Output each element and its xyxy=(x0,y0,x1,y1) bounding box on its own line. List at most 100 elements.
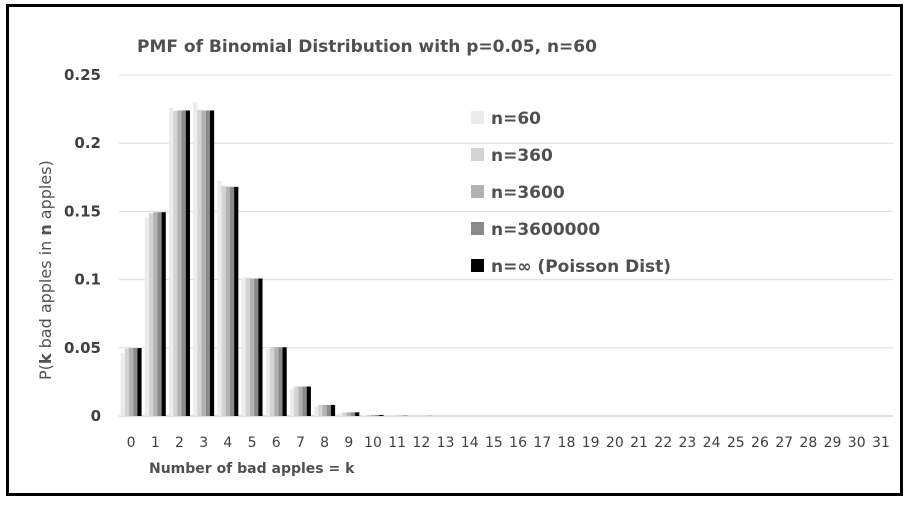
bar xyxy=(362,415,367,416)
bar xyxy=(217,180,222,416)
bar xyxy=(209,110,215,417)
y-tick-label: 0.15 xyxy=(64,202,101,220)
x-tick-label: 2 xyxy=(175,435,184,451)
bar xyxy=(144,217,149,416)
bar xyxy=(181,110,186,417)
bar xyxy=(193,102,198,417)
x-tick-label: 0 xyxy=(127,435,136,451)
y-tick-label: 0.1 xyxy=(74,271,101,289)
bar xyxy=(133,348,138,416)
bar xyxy=(326,404,331,416)
x-axis-label: Number of bad apples = k xyxy=(149,461,355,477)
bar xyxy=(157,212,162,416)
x-tick-label: 23 xyxy=(678,435,696,451)
x-tick-label: 7 xyxy=(296,435,305,451)
bar xyxy=(161,212,166,416)
bar xyxy=(330,404,336,416)
y-label-part-3: apples) xyxy=(36,160,55,224)
legend-swatch xyxy=(471,185,484,198)
bar xyxy=(201,110,206,417)
legend-swatch xyxy=(471,222,484,235)
bar xyxy=(274,347,279,416)
bar xyxy=(322,404,327,416)
bar xyxy=(346,412,351,416)
bar xyxy=(379,414,384,416)
x-tick-label: 5 xyxy=(248,435,257,451)
y-tick-label: 0 xyxy=(91,407,101,425)
bar xyxy=(298,386,303,416)
bar xyxy=(302,386,307,416)
bar xyxy=(173,110,178,416)
bar xyxy=(128,348,134,416)
x-tick-label: 28 xyxy=(799,435,817,451)
bar xyxy=(318,404,323,416)
legend: n=60 n=360 n=3600 n=3600000 n=∞ (Poisson Dis… xyxy=(471,109,671,277)
bars xyxy=(120,102,432,417)
x-tick-label: 31 xyxy=(872,435,890,451)
bar xyxy=(355,412,360,416)
bar xyxy=(120,353,125,416)
y-axis-ticks: 0 0.05 0.1 0.15 0.2 0.25 xyxy=(64,66,101,425)
bar xyxy=(306,386,311,416)
x-tick-label: 30 xyxy=(848,435,866,451)
bar xyxy=(269,346,275,416)
legend-label: n=∞ (Poisson Dist) xyxy=(491,257,671,277)
x-tick-label: 15 xyxy=(485,435,503,451)
bar xyxy=(350,412,356,416)
bar xyxy=(205,110,210,417)
x-tick-label: 10 xyxy=(364,435,382,451)
bar xyxy=(153,212,158,416)
y-tick-label: 0.2 xyxy=(74,134,101,152)
bar xyxy=(229,186,235,416)
x-tick-label: 11 xyxy=(388,435,406,451)
x-tick-label: 6 xyxy=(272,435,281,451)
x-tick-label: 20 xyxy=(606,435,624,451)
x-tick-label: 29 xyxy=(824,435,842,451)
legend-swatch xyxy=(471,259,484,272)
bar xyxy=(225,186,230,416)
y-label-n: n xyxy=(36,224,55,235)
x-tick-label: 17 xyxy=(533,435,551,451)
x-tick-label: 8 xyxy=(320,435,329,451)
bar xyxy=(342,412,347,416)
x-tick-label: 27 xyxy=(775,435,793,451)
y-tick-label: 0.05 xyxy=(64,339,101,357)
bar xyxy=(278,347,283,416)
bar xyxy=(314,406,319,416)
legend-label: n=360 xyxy=(491,146,553,166)
legend-swatch xyxy=(471,111,484,124)
bar xyxy=(197,109,202,417)
legend-label: n=3600 xyxy=(491,183,565,203)
chart-title: PMF of Binomial Distribution with p=0.05… xyxy=(137,37,597,57)
bar xyxy=(185,110,190,417)
x-tick-label: 3 xyxy=(199,435,208,451)
bar xyxy=(294,386,299,416)
x-tick-label: 13 xyxy=(437,435,455,451)
x-tick-label: 25 xyxy=(727,435,745,451)
x-tick-label: 26 xyxy=(751,435,769,451)
y-label-k: k xyxy=(36,353,55,364)
bar xyxy=(124,348,129,416)
legend-swatch xyxy=(471,148,484,161)
y-tick-label: 0.25 xyxy=(64,66,101,84)
y-label-part-1: P( xyxy=(36,364,55,380)
bar xyxy=(370,414,376,416)
x-tick-label: 19 xyxy=(582,435,600,451)
x-tick-label: 24 xyxy=(703,435,721,451)
bar xyxy=(148,213,154,416)
y-label-part-2: bad apples in xyxy=(36,236,55,354)
x-axis-ticks: 0 1 2 3 4 5 6 7 8 9 10 11 12 13 14 15 16 17 18 19 20 21 22 23 24… xyxy=(127,435,890,451)
bar xyxy=(282,347,287,416)
legend-label: n=3600000 xyxy=(491,220,600,240)
bar xyxy=(137,348,142,416)
bar xyxy=(366,414,371,416)
x-tick-label: 14 xyxy=(461,435,479,451)
x-tick-label: 12 xyxy=(412,435,430,451)
x-tick-label: 18 xyxy=(558,435,576,451)
bar xyxy=(249,278,255,416)
bar xyxy=(265,349,270,416)
x-tick-label: 16 xyxy=(509,435,527,451)
bar xyxy=(221,186,226,416)
bar xyxy=(258,278,263,416)
